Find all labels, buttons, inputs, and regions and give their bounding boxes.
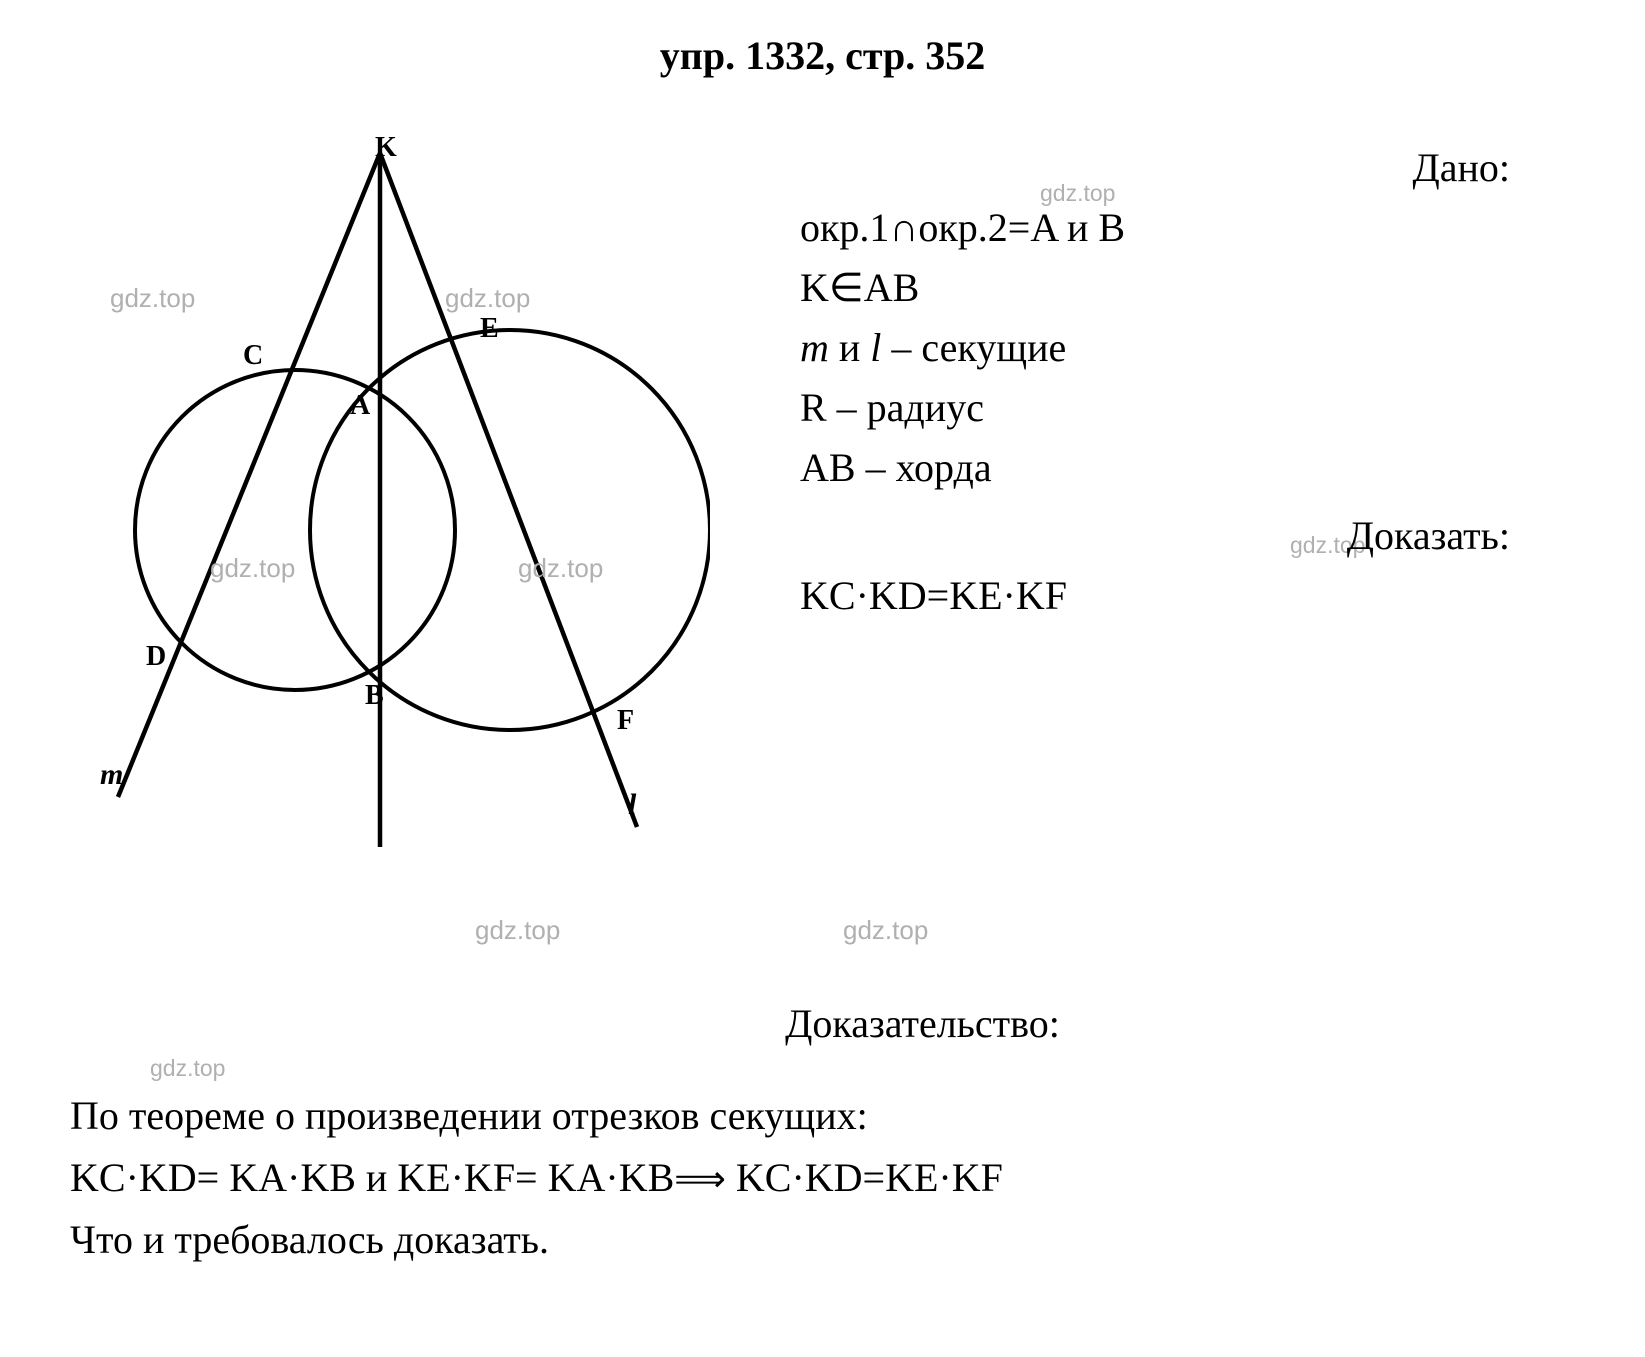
watermark: gdz.top: [445, 283, 530, 314]
given-line-2: K∈AB: [800, 258, 1590, 318]
proof-header: Доказательство:: [0, 1000, 1645, 1047]
prove-line: KC·KD=KE·KF: [800, 566, 1590, 626]
proof-line-2b: KC·KD=KE·KF: [726, 1155, 1003, 1200]
given-line-1b: окр.2=A и B: [918, 205, 1125, 250]
watermark: gdz.top: [210, 553, 295, 584]
given-line-4: R – радиус: [800, 378, 1590, 438]
given-line-3d: – секущие: [881, 325, 1066, 370]
given-header: Дано:: [800, 138, 1590, 198]
proof-line-2: KC·KD= KA·KB и KE·KF= KA·KB⟹ KC·KD=KE·KF: [70, 1147, 1570, 1209]
label-A: A: [350, 390, 370, 422]
given-line-3a: m: [800, 325, 829, 370]
given-line-1a: окр.1: [800, 205, 889, 250]
label-l: l: [628, 788, 636, 822]
prove-header: Доказать:: [800, 506, 1590, 566]
watermark: gdz.top: [110, 283, 195, 314]
watermark: gdz.top: [518, 553, 603, 584]
label-K: K: [375, 132, 397, 164]
given-line-3: m и l – секущие: [800, 318, 1590, 378]
geometry-diagram: K C E A D B F m l: [70, 135, 690, 825]
given-line-3c: l: [870, 325, 881, 370]
implies-symbol: ⟹: [674, 1159, 726, 1199]
label-E: E: [480, 313, 499, 345]
line-l: [380, 153, 637, 827]
label-B: B: [365, 680, 384, 712]
given-line-2b: AB: [864, 265, 920, 310]
proof-line-2a: KC·KD= KA·KB и KE·KF= KA·KB: [70, 1155, 674, 1200]
proof-body: По теореме о произведении отрезков секущ…: [70, 1085, 1570, 1271]
label-C: C: [243, 340, 263, 372]
page-title: упр. 1332, стр. 352: [0, 32, 1645, 79]
watermark: gdz.top: [150, 1055, 225, 1082]
given-section: Дано: окр.1∩окр.2=A и B K∈AB m и l – сек…: [800, 138, 1590, 626]
label-D: D: [146, 641, 166, 673]
given-line-3b: и: [829, 325, 870, 370]
label-F: F: [617, 705, 634, 737]
watermark: gdz.top: [475, 915, 560, 946]
proof-line-1: По теореме о произведении отрезков секущ…: [70, 1085, 1570, 1147]
proof-line-3: Что и требовалось доказать.: [70, 1209, 1570, 1271]
diagram-svg: [70, 135, 710, 855]
given-line-5: AB – хорда: [800, 438, 1590, 498]
given-line-1: окр.1∩окр.2=A и B: [800, 198, 1590, 258]
element-of-symbol: ∈: [829, 265, 864, 310]
watermark: gdz.top: [843, 915, 928, 946]
label-m: m: [100, 758, 123, 792]
intersection-symbol: ∩: [889, 205, 918, 250]
line-m: [118, 153, 380, 797]
given-line-2a: K: [800, 265, 829, 310]
